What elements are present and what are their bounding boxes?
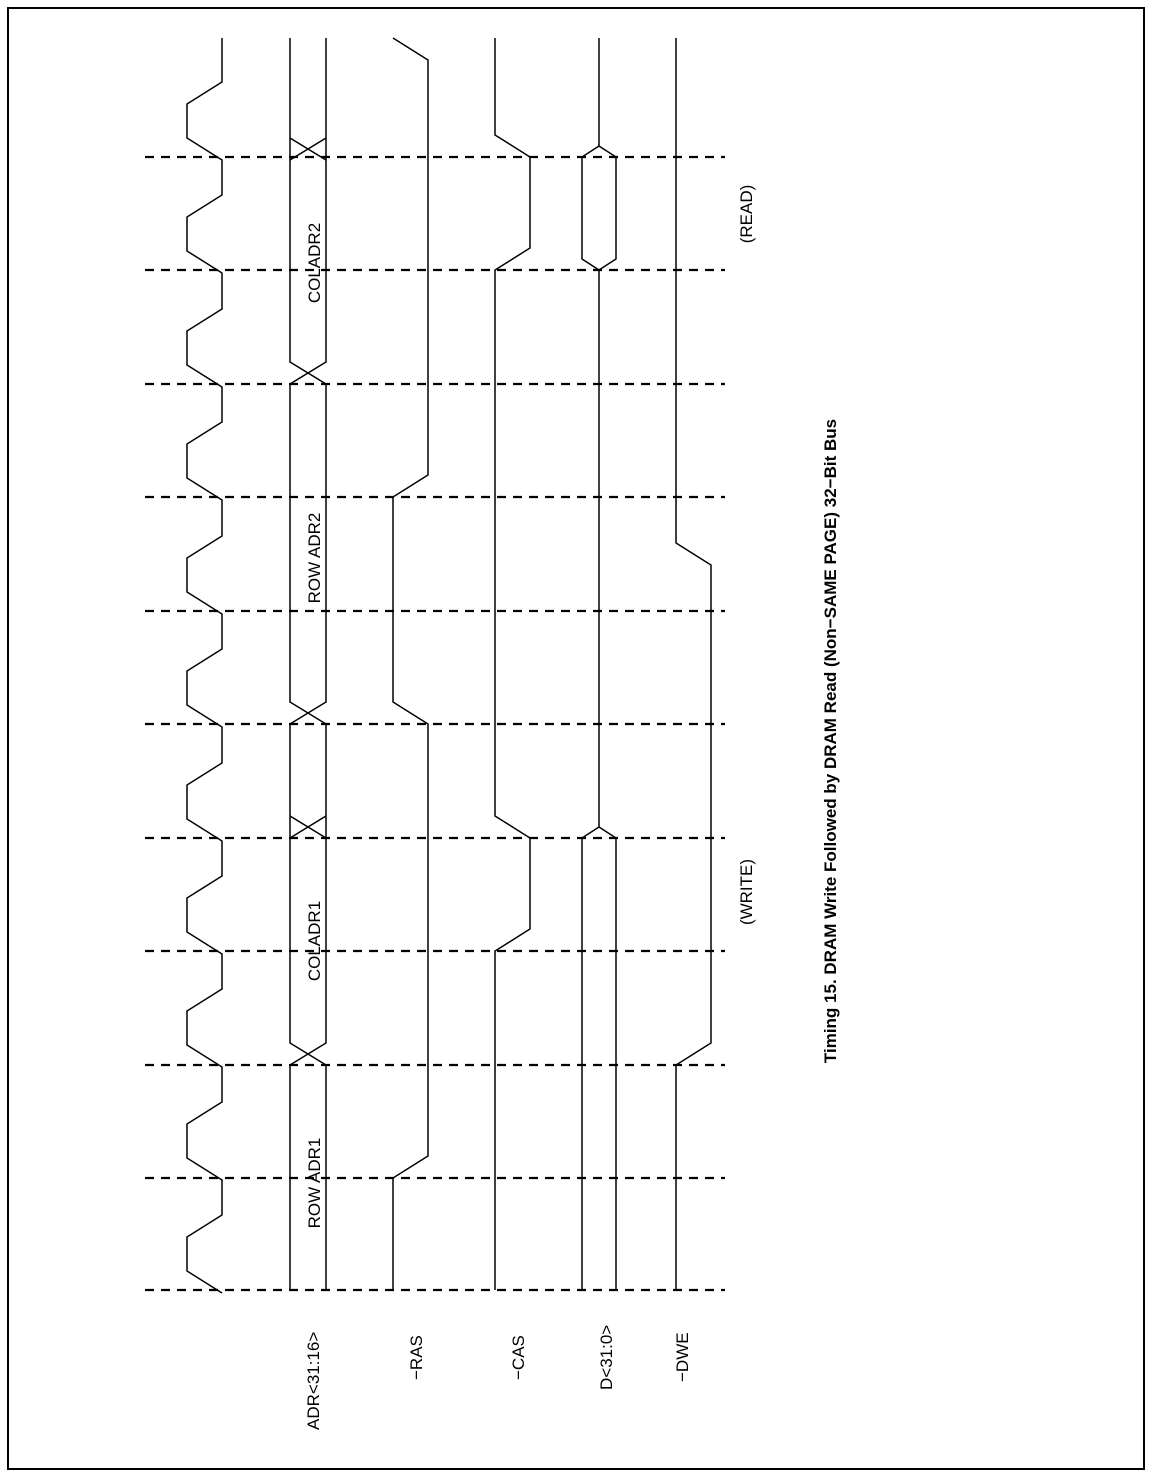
bus-value-row-adr1: ROW ADR1 (305, 1138, 324, 1229)
cas-waveform (494, 38, 531, 1290)
bus-value-row-adr2: ROW ADR2 (305, 513, 324, 604)
dwe-waveform (675, 38, 712, 1290)
figure-frame (7, 7, 1145, 1470)
bus-value-coladr2: COLADR2 (305, 223, 324, 303)
signal-label-ras: −RAS (407, 1335, 426, 1380)
figure-caption: Timing 15. DRAM Write Followed by DRAM R… (821, 419, 840, 1063)
data-bus-waveform (581, 38, 617, 1290)
signal-label-data: D<31:0> (597, 1325, 616, 1390)
phase-label-read: (READ) (737, 185, 756, 244)
clock-waveform (186, 38, 223, 1294)
signal-label-adr: ADR<31:16> (304, 1332, 323, 1430)
adr-bus-waveform (289, 38, 327, 1290)
phase-label-write: (WRITE) (737, 859, 756, 925)
ras-waveform (392, 37, 429, 1290)
bus-value-coladr1: COLADR1 (305, 901, 324, 981)
signal-label-cas: −CAS (509, 1335, 528, 1380)
clock-edge-gridlines (145, 155, 725, 1292)
signal-label-dwe: −DWE (673, 1332, 692, 1382)
